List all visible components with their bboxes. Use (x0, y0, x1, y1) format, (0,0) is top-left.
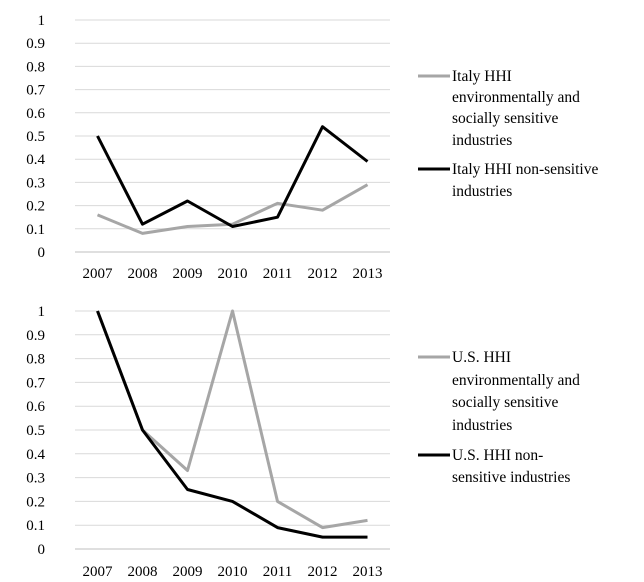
y-tick-label: 0.7 (26, 375, 45, 391)
y-tick-label: 0.9 (26, 328, 45, 344)
y-tick-label: 0.6 (26, 399, 45, 415)
y-tick-label: 0.7 (26, 83, 45, 99)
x-tick-label: 2012 (308, 266, 338, 282)
x-tick-label: 2009 (173, 564, 203, 580)
legend-label: U.S. HHI non- (452, 447, 543, 464)
chart-us: 0 0.1 0.2 0.3 0.4 0.5 0.6 0.7 0.8 0.9 1 2007 2008 200… (26, 304, 580, 580)
legend-label: Italy HHI non-sensitive (452, 161, 598, 178)
x-tick-label: 2011 (263, 266, 292, 282)
legend-label: environmentally and (452, 89, 580, 106)
y-tick-label: 1 (38, 13, 46, 29)
x-tick-label: 2011 (263, 564, 292, 580)
legend-label: Italy HHI (452, 68, 512, 85)
legend-label: socially sensitive (452, 394, 558, 411)
x-tick-label: 2008 (128, 564, 158, 580)
x-tick-label: 2013 (353, 564, 383, 580)
y-tick-label: 0.4 (26, 152, 45, 168)
y-tick-label: 0.8 (26, 59, 45, 75)
series-line-1 (96, 125, 369, 228)
series-line-1 (96, 310, 368, 539)
legend-label: U.S. HHI (452, 349, 511, 366)
legend-label: socially sensitive (452, 110, 558, 127)
y-tick-label: 0 (38, 245, 46, 261)
y-tick-label: 1 (38, 304, 46, 320)
y-tick-label: 0 (38, 542, 46, 558)
x-tick-label: 2007 (83, 564, 114, 580)
y-tick-label: 0.6 (26, 106, 45, 122)
legend-label: industries (452, 183, 512, 200)
y-tick-label: 0.8 (26, 352, 45, 368)
legend-label: industries (452, 132, 512, 149)
legend-label: sensitive industries (452, 469, 570, 486)
y-tick-label: 0.4 (26, 447, 45, 463)
y-tick-label: 0.9 (26, 36, 45, 52)
x-tick-label: 2013 (353, 266, 383, 282)
x-tick-label: 2012 (308, 564, 338, 580)
y-tick-label: 0.5 (26, 129, 45, 145)
x-tick-label: 2009 (173, 266, 203, 282)
x-tick-label: 2007 (83, 266, 114, 282)
y-tick-label: 0.2 (26, 494, 45, 510)
chart-italy: 0 0.1 0.2 0.3 0.4 0.5 0.6 0.7 0.8 0.9 1 2007 2008 200… (26, 13, 598, 282)
y-tick-label: 0.3 (26, 471, 45, 487)
legend-label: environmentally and (452, 372, 580, 389)
legend-label: industries (452, 417, 512, 434)
series-line-0 (96, 183, 369, 235)
y-tick-label: 0.1 (26, 222, 45, 238)
x-tick-label: 2008 (128, 266, 158, 282)
y-tick-label: 0.3 (26, 175, 45, 191)
x-tick-label: 2010 (218, 266, 248, 282)
y-tick-label: 0.1 (26, 518, 45, 534)
x-tick-label: 2010 (218, 564, 248, 580)
y-tick-label: 0.5 (26, 423, 45, 439)
y-tick-label: 0.2 (26, 199, 45, 215)
